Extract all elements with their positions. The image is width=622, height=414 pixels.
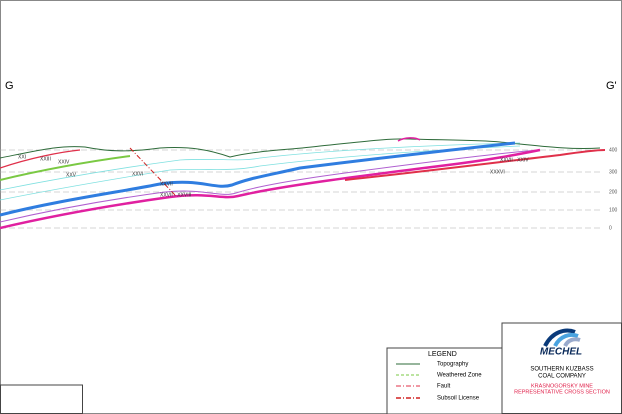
seam — [397, 137, 421, 142]
seam-label: XXVII - XXVIII — [160, 192, 191, 198]
legend-title: LEGEND — [428, 351, 457, 358]
legend-item: Subsoil License — [437, 396, 480, 402]
elevation-label: 0 — [609, 225, 612, 231]
seam — [344, 149, 606, 181]
seam-label: XXVI — [132, 171, 143, 177]
seam — [0, 142, 521, 191]
legend-box — [386, 347, 503, 414]
company-name: SOUTHERN KUZBASS — [530, 367, 593, 373]
subtitle: KRASNOGORSKY MINE — [531, 383, 593, 389]
logo-mark — [543, 328, 581, 348]
elevation-label: 200 — [609, 189, 618, 195]
seam-label: XXV — [66, 172, 77, 178]
seam — [0, 148, 541, 230]
legend-item: Fault — [437, 384, 451, 390]
seam-label: XXIV — [58, 159, 70, 165]
legend-item: Topography — [437, 362, 468, 368]
seam — [0, 155, 131, 181]
subtitle: REPRESENTATIVE CROSS SECTION — [514, 389, 610, 395]
seam-label: XXIII — [40, 156, 51, 162]
seam-label: XXXVI — [490, 169, 505, 175]
seam-label: XXVII - XXIV — [500, 157, 529, 163]
seam-label: XXI — [18, 154, 26, 160]
fault — [129, 147, 177, 197]
seam — [0, 145, 521, 201]
title-block — [501, 322, 622, 414]
seam — [0, 149, 81, 169]
topography — [0, 138, 601, 159]
seam — [0, 141, 516, 217]
seam — [0, 149, 541, 223]
elevation-label: 100 — [609, 207, 618, 213]
legend-item: Weathered Zone — [437, 373, 482, 379]
elevation-label: 400 — [609, 147, 618, 153]
logo-text: MECHEL — [540, 347, 582, 358]
seams — [0, 137, 606, 230]
seam-label: XXVII — [160, 181, 173, 187]
section-end-label: G' — [606, 80, 617, 92]
company-name: COAL COMPANY — [538, 374, 586, 380]
elevation-grid: 400 300 200 100 0 — [0, 147, 618, 231]
elevation-label: 300 — [609, 169, 618, 175]
section-end-label: G — [5, 80, 14, 92]
